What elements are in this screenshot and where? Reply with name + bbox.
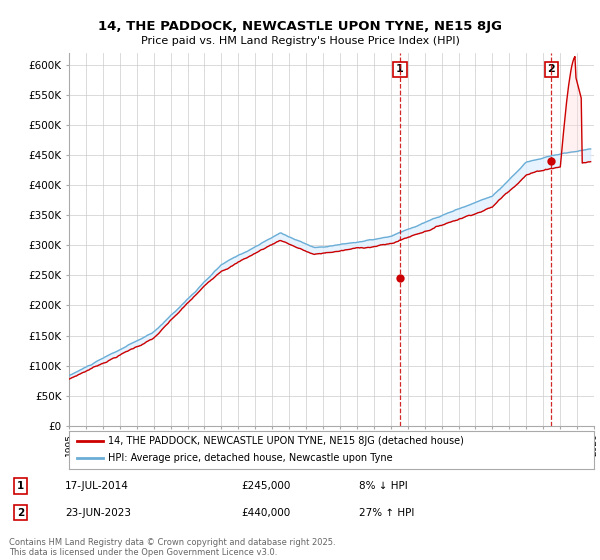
- Text: 1: 1: [396, 64, 404, 74]
- Text: 2: 2: [547, 64, 555, 74]
- Text: £245,000: £245,000: [241, 481, 290, 491]
- Text: 17-JUL-2014: 17-JUL-2014: [65, 481, 128, 491]
- Text: £440,000: £440,000: [241, 507, 290, 517]
- Text: Price paid vs. HM Land Registry's House Price Index (HPI): Price paid vs. HM Land Registry's House …: [140, 36, 460, 46]
- Text: HPI: Average price, detached house, Newcastle upon Tyne: HPI: Average price, detached house, Newc…: [109, 454, 393, 464]
- Text: 2: 2: [17, 507, 25, 517]
- Text: 27% ↑ HPI: 27% ↑ HPI: [359, 507, 414, 517]
- Text: 14, THE PADDOCK, NEWCASTLE UPON TYNE, NE15 8JG: 14, THE PADDOCK, NEWCASTLE UPON TYNE, NE…: [98, 20, 502, 32]
- Text: 23-JUN-2023: 23-JUN-2023: [65, 507, 131, 517]
- Text: 1: 1: [17, 481, 25, 491]
- Text: Contains HM Land Registry data © Crown copyright and database right 2025.
This d: Contains HM Land Registry data © Crown c…: [9, 538, 335, 557]
- Text: 8% ↓ HPI: 8% ↓ HPI: [359, 481, 407, 491]
- Text: 14, THE PADDOCK, NEWCASTLE UPON TYNE, NE15 8JG (detached house): 14, THE PADDOCK, NEWCASTLE UPON TYNE, NE…: [109, 436, 464, 446]
